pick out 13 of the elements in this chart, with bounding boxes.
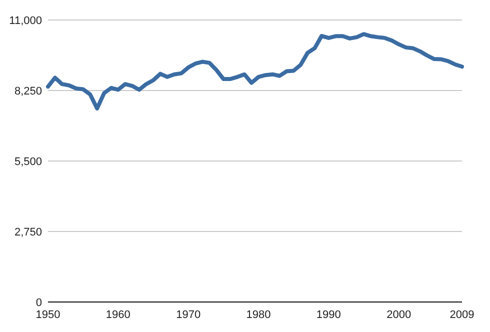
x-tick-label: 1990 [316,309,341,321]
x-tick-label: 1960 [106,309,130,321]
x-tick-label: 1950 [36,309,60,321]
y-tick-label: 8,250 [14,85,42,98]
y-tick-label: 0 [36,296,42,309]
x-tick-label: 1980 [246,309,271,321]
x-tick-label: 1970 [176,309,201,321]
x-tick-label: 2000 [386,309,412,321]
y-tick-label: 2,750 [14,226,42,238]
y-tick-label: 5,500 [14,156,42,168]
line-series [46,32,464,110]
y-tick-label: 11,000 [9,14,42,27]
x-tick-label: 2009 [450,309,474,321]
